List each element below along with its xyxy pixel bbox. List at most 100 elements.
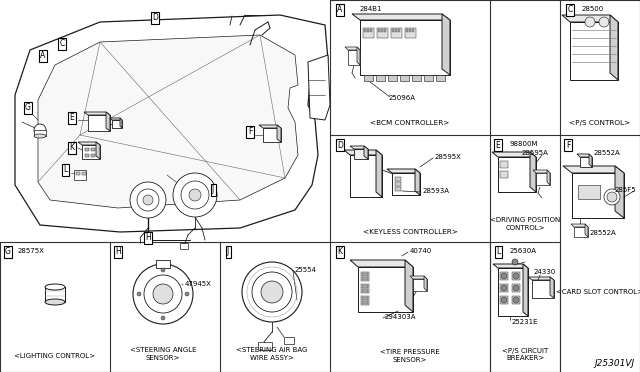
Text: <DRIVING POSITION
CONTROL>: <DRIVING POSITION CONTROL>	[490, 218, 560, 231]
Polygon shape	[96, 142, 100, 159]
Circle shape	[185, 292, 189, 296]
Polygon shape	[376, 150, 382, 197]
Polygon shape	[528, 277, 554, 280]
Polygon shape	[308, 55, 330, 120]
Bar	[76, 172, 80, 175]
Text: G: G	[25, 103, 31, 112]
Text: 25554: 25554	[295, 267, 317, 273]
Circle shape	[153, 284, 173, 304]
Text: K: K	[70, 144, 74, 153]
Bar	[395, 177, 401, 181]
Circle shape	[137, 292, 141, 296]
Polygon shape	[352, 14, 450, 20]
Text: J25301VJ: J25301VJ	[595, 359, 635, 369]
Polygon shape	[110, 118, 122, 120]
Bar	[370, 29, 372, 32]
Circle shape	[181, 181, 209, 209]
Bar	[395, 29, 397, 32]
Bar	[395, 182, 401, 186]
Polygon shape	[530, 152, 536, 192]
Circle shape	[513, 285, 519, 291]
Text: 28593A: 28593A	[423, 188, 450, 194]
Polygon shape	[615, 166, 624, 218]
Polygon shape	[350, 260, 413, 267]
Bar	[384, 29, 386, 32]
Bar	[377, 28, 388, 38]
Bar	[85, 148, 89, 151]
Bar	[361, 284, 369, 293]
Polygon shape	[536, 173, 550, 185]
Bar	[376, 75, 385, 81]
Polygon shape	[580, 157, 592, 167]
Polygon shape	[345, 47, 360, 50]
Text: 25630A: 25630A	[510, 248, 537, 254]
Text: 28595A: 28595A	[522, 150, 549, 156]
Text: 285F5: 285F5	[614, 187, 636, 193]
Text: <KEYLESS CONTROLLER>: <KEYLESS CONTROLLER>	[363, 229, 458, 235]
Bar	[362, 285, 368, 288]
Bar	[398, 29, 400, 32]
Polygon shape	[532, 280, 554, 298]
Circle shape	[242, 262, 302, 322]
Bar	[362, 273, 368, 276]
Bar	[378, 29, 380, 32]
Text: G: G	[5, 247, 11, 257]
Text: 25231E: 25231E	[512, 319, 538, 325]
Text: 28552A: 28552A	[590, 230, 617, 236]
Polygon shape	[498, 157, 536, 192]
Text: <TIRE PRESSURE
SENSOR>: <TIRE PRESSURE SENSOR>	[380, 350, 440, 362]
Text: F: F	[566, 141, 570, 150]
Ellipse shape	[34, 134, 46, 138]
Bar	[412, 29, 414, 32]
Text: D: D	[337, 141, 343, 150]
Text: 28595X: 28595X	[435, 154, 462, 160]
Text: 47945X: 47945X	[185, 281, 212, 287]
Polygon shape	[493, 264, 528, 268]
Bar	[405, 28, 416, 38]
Bar	[361, 272, 369, 281]
Bar	[364, 29, 366, 32]
Text: K: K	[337, 247, 342, 257]
Bar	[406, 29, 408, 32]
Text: A: A	[337, 6, 342, 15]
Bar	[85, 154, 89, 157]
Polygon shape	[88, 115, 110, 131]
Polygon shape	[106, 112, 110, 131]
Bar	[512, 296, 520, 304]
Polygon shape	[84, 112, 110, 115]
Circle shape	[501, 273, 507, 279]
Circle shape	[137, 189, 159, 211]
Polygon shape	[570, 22, 618, 80]
Bar	[392, 29, 394, 32]
Circle shape	[585, 17, 595, 27]
Polygon shape	[523, 264, 528, 316]
Text: L: L	[63, 166, 67, 174]
Bar	[363, 28, 374, 38]
Bar	[156, 260, 170, 268]
Polygon shape	[589, 154, 592, 167]
Bar	[500, 296, 508, 304]
Polygon shape	[410, 276, 427, 279]
Polygon shape	[350, 155, 382, 197]
Text: 25096A: 25096A	[388, 95, 415, 101]
Text: E: E	[495, 141, 500, 150]
Bar	[180, 243, 188, 249]
Polygon shape	[354, 149, 368, 159]
Text: H: H	[145, 234, 151, 243]
Text: <CARD SLOT CONTROL>: <CARD SLOT CONTROL>	[557, 289, 640, 295]
Bar	[424, 75, 433, 81]
Bar	[91, 148, 95, 151]
Circle shape	[513, 273, 519, 279]
Bar	[412, 75, 421, 81]
Circle shape	[143, 195, 153, 205]
Bar	[367, 29, 369, 32]
Text: C: C	[60, 39, 65, 48]
Bar	[284, 337, 294, 344]
Bar	[258, 342, 272, 350]
Polygon shape	[550, 277, 554, 298]
Text: 28500: 28500	[582, 6, 604, 12]
Polygon shape	[82, 145, 100, 159]
Bar	[381, 29, 383, 32]
Polygon shape	[571, 224, 588, 227]
Bar	[364, 75, 373, 81]
